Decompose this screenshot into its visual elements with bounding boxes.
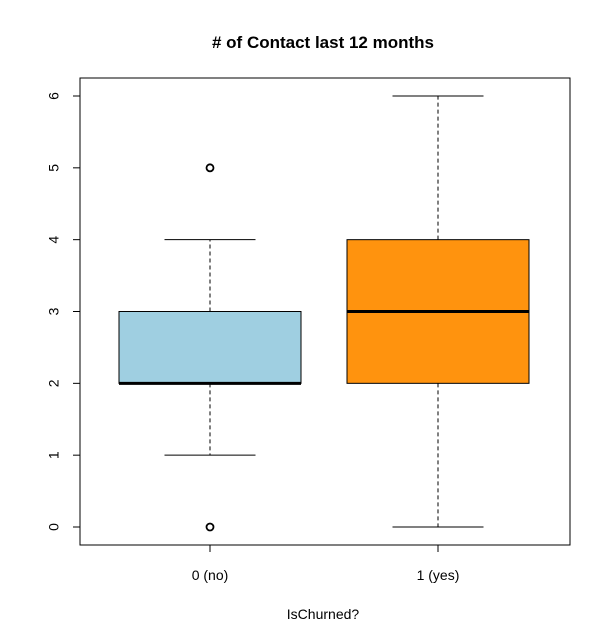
y-tick-label: 4 — [46, 236, 62, 244]
x-axis-label: IsChurned? — [287, 606, 360, 622]
x-tick-label-1: 1 (yes) — [417, 567, 460, 583]
y-tick-label: 1 — [46, 451, 62, 459]
y-axis: 0 1 2 3 4 5 6 — [46, 92, 81, 531]
x-tick-label-0: 0 (no) — [192, 567, 229, 583]
y-tick-label: 6 — [46, 92, 62, 100]
y-tick-label: 3 — [46, 307, 62, 315]
box-0-iqr — [118, 311, 302, 384]
y-tick-label: 5 — [46, 164, 62, 172]
y-tick-label: 0 — [46, 523, 62, 531]
y-tick-label: 2 — [46, 379, 62, 387]
x-axis: 0 (no) 1 (yes) — [192, 544, 460, 583]
box-0-outlier-1 — [205, 163, 215, 173]
plot-area — [118, 95, 530, 532]
box-0-outlier-0 — [205, 522, 215, 532]
chart-title: # of Contact last 12 months — [212, 33, 434, 52]
